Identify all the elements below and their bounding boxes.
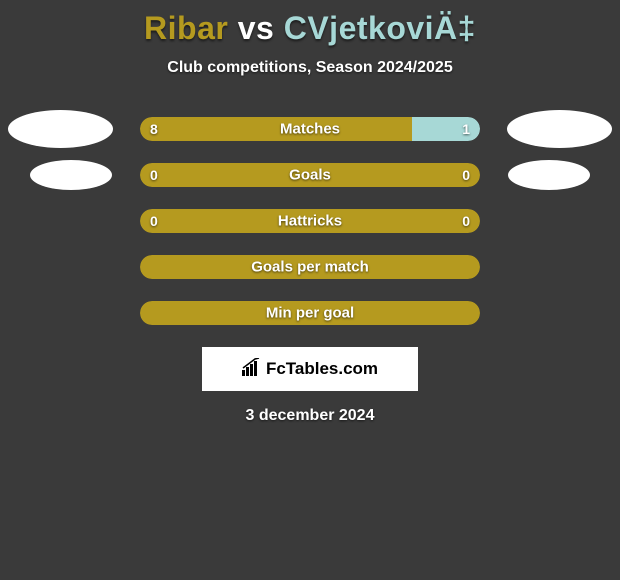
stat-bar: Goals 0 0 <box>140 163 480 187</box>
stat-value-right: 1 <box>462 121 470 137</box>
stat-label: Hattricks <box>278 213 342 230</box>
stat-label: Matches <box>280 121 340 138</box>
stat-value-left: 0 <box>150 213 158 229</box>
stat-bar: Hattricks 0 0 <box>140 209 480 233</box>
stat-row: Goals 0 0 <box>0 163 620 187</box>
stat-row: Min per goal <box>0 301 620 325</box>
stat-value-left: 0 <box>150 167 158 183</box>
stat-row: Hattricks 0 0 <box>0 209 620 233</box>
avatar-right <box>507 110 612 148</box>
avatar-left <box>8 110 113 148</box>
date-text: 3 december 2024 <box>0 407 620 425</box>
title-vs: vs <box>228 10 283 46</box>
page-title: Ribar vs CVjetkoviÄ‡ <box>0 0 620 47</box>
title-left: Ribar <box>144 10 228 46</box>
title-right: CVjetkoviÄ‡ <box>284 10 476 46</box>
stat-label: Goals per match <box>251 259 369 276</box>
stat-bar: Matches 8 1 <box>140 117 480 141</box>
stat-row: Goals per match <box>0 255 620 279</box>
stat-row: Matches 8 1 <box>0 117 620 141</box>
avatar-right <box>508 160 590 190</box>
stat-bar: Goals per match <box>140 255 480 279</box>
avatar-left <box>30 160 112 190</box>
stat-value-right: 0 <box>462 167 470 183</box>
bar-left-fill <box>140 117 412 141</box>
brand-box: FcTables.com <box>202 347 418 391</box>
stat-value-right: 0 <box>462 213 470 229</box>
stat-bar: Min per goal <box>140 301 480 325</box>
subtitle: Club competitions, Season 2024/2025 <box>0 59 620 77</box>
stat-value-left: 8 <box>150 121 158 137</box>
stats-container: Matches 8 1 Goals 0 0 Hattricks 0 0 Goals per mat… <box>0 117 620 325</box>
brand-label: FcTables.com <box>266 359 378 379</box>
stat-label: Min per goal <box>266 305 354 322</box>
chart-icon <box>242 358 262 381</box>
brand-text: FcTables.com <box>242 358 378 381</box>
stat-label: Goals <box>289 167 331 184</box>
